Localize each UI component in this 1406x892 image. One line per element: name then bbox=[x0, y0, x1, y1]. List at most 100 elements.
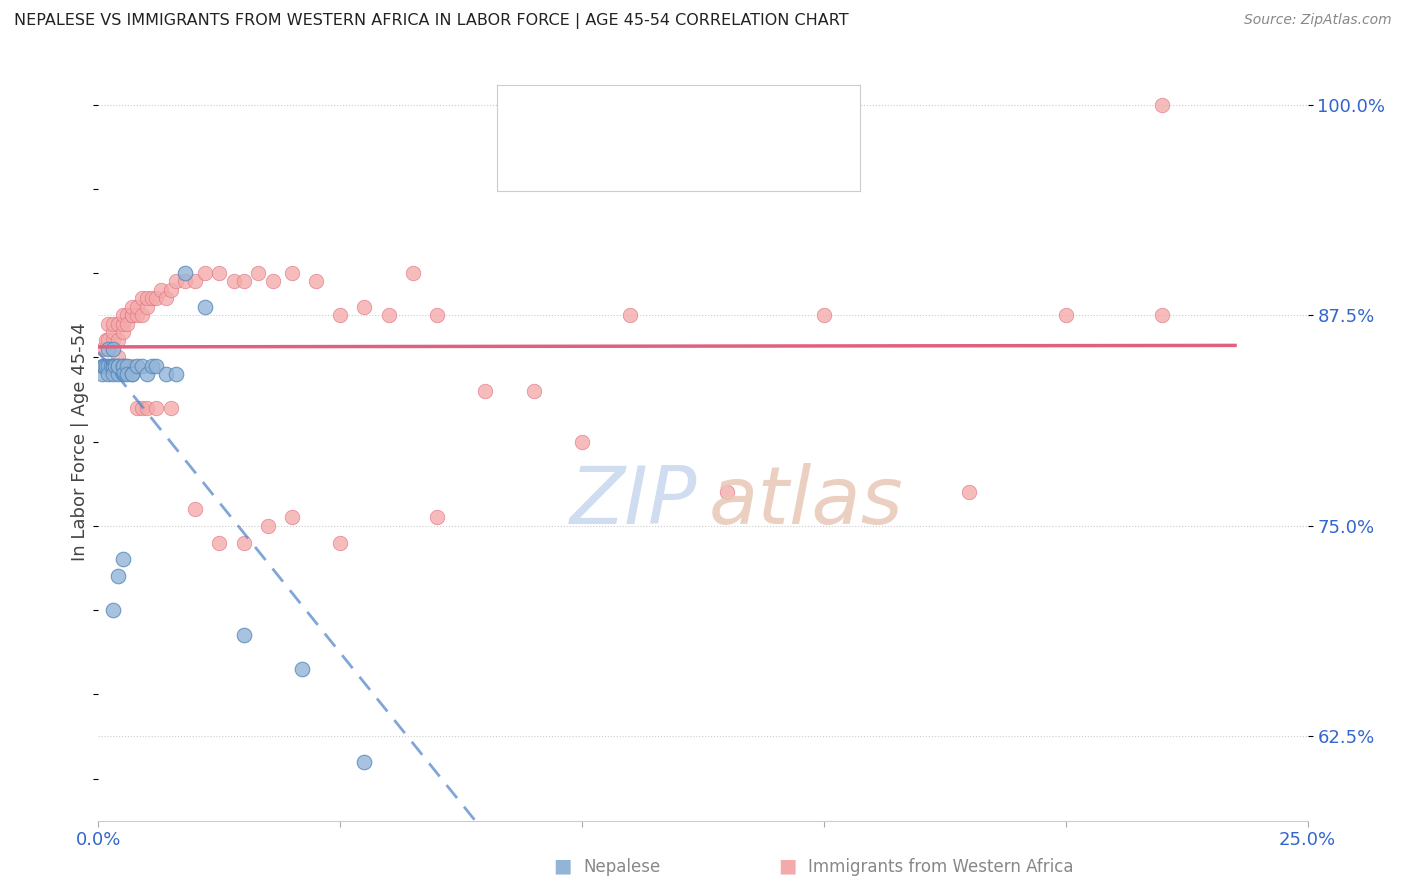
Point bbox=[111, 325, 134, 339]
Point bbox=[91, 359, 114, 373]
Point bbox=[97, 359, 120, 373]
Point bbox=[402, 266, 425, 280]
Point bbox=[121, 308, 143, 322]
Point bbox=[141, 359, 163, 373]
Point bbox=[104, 359, 127, 373]
Point bbox=[97, 317, 120, 331]
Text: 73: 73 bbox=[713, 133, 738, 151]
Point bbox=[97, 359, 120, 373]
Point bbox=[208, 535, 231, 549]
Point bbox=[91, 359, 114, 373]
Point bbox=[135, 401, 157, 415]
Point bbox=[127, 300, 149, 314]
Point bbox=[145, 401, 167, 415]
Point bbox=[262, 275, 284, 289]
Point bbox=[91, 367, 114, 381]
Point bbox=[165, 367, 187, 381]
Point bbox=[111, 317, 134, 331]
Point bbox=[474, 384, 496, 398]
Point bbox=[127, 401, 149, 415]
Point bbox=[101, 342, 124, 356]
Point bbox=[1152, 97, 1174, 112]
Point bbox=[131, 291, 153, 305]
Point bbox=[117, 317, 139, 331]
Point bbox=[813, 308, 835, 322]
Text: NEPALESE VS IMMIGRANTS FROM WESTERN AFRICA IN LABOR FORCE | AGE 45-54 CORRELATIO: NEPALESE VS IMMIGRANTS FROM WESTERN AFRI… bbox=[14, 13, 849, 29]
Point bbox=[91, 342, 114, 356]
Point bbox=[97, 342, 120, 356]
Text: atlas: atlas bbox=[709, 463, 904, 541]
Point bbox=[127, 359, 149, 373]
Point bbox=[155, 367, 177, 381]
Text: Source: ZipAtlas.com: Source: ZipAtlas.com bbox=[1244, 13, 1392, 28]
Text: 39: 39 bbox=[713, 95, 738, 113]
Point bbox=[281, 266, 304, 280]
Point bbox=[101, 359, 124, 373]
Point bbox=[208, 266, 231, 280]
Point bbox=[232, 275, 254, 289]
Point bbox=[1152, 308, 1174, 322]
Point bbox=[101, 367, 124, 381]
Text: N =: N = bbox=[672, 95, 713, 113]
Text: Immigrants from Western Africa: Immigrants from Western Africa bbox=[808, 858, 1074, 876]
Point bbox=[247, 266, 270, 280]
Point bbox=[135, 300, 157, 314]
Point bbox=[222, 275, 245, 289]
Point bbox=[232, 535, 254, 549]
Point bbox=[101, 603, 124, 617]
Point bbox=[1054, 308, 1077, 322]
Point bbox=[111, 359, 134, 373]
Point bbox=[377, 308, 399, 322]
Point bbox=[160, 283, 183, 297]
Point bbox=[97, 367, 120, 381]
Point bbox=[117, 359, 139, 373]
Text: ■: ■ bbox=[553, 857, 572, 876]
Point bbox=[135, 291, 157, 305]
Point bbox=[155, 291, 177, 305]
Point bbox=[131, 308, 153, 322]
Point bbox=[100, 359, 122, 373]
Point bbox=[160, 401, 183, 415]
Point bbox=[101, 325, 124, 339]
Point bbox=[111, 552, 134, 566]
Point bbox=[329, 308, 352, 322]
Point bbox=[121, 367, 143, 381]
Point bbox=[107, 317, 129, 331]
Point bbox=[121, 300, 143, 314]
Point bbox=[353, 755, 375, 769]
Point bbox=[353, 300, 375, 314]
Point bbox=[329, 535, 352, 549]
Point bbox=[194, 266, 217, 280]
Point bbox=[107, 334, 129, 348]
Text: 0.198: 0.198 bbox=[598, 95, 655, 113]
Point bbox=[93, 359, 115, 373]
Point bbox=[117, 359, 139, 373]
Point bbox=[121, 367, 143, 381]
Point bbox=[165, 275, 187, 289]
Point bbox=[101, 359, 124, 373]
Point bbox=[107, 367, 129, 381]
Point bbox=[174, 275, 197, 289]
Point bbox=[107, 359, 129, 373]
Point bbox=[426, 308, 449, 322]
Point bbox=[194, 300, 217, 314]
Point bbox=[290, 662, 312, 676]
Point bbox=[716, 485, 738, 500]
Point bbox=[145, 359, 167, 373]
Point bbox=[94, 359, 117, 373]
Point bbox=[101, 359, 124, 373]
Point bbox=[256, 518, 278, 533]
Point bbox=[117, 308, 139, 322]
Point bbox=[107, 351, 129, 365]
Point bbox=[145, 291, 167, 305]
Point bbox=[127, 308, 149, 322]
Point bbox=[141, 291, 163, 305]
Point bbox=[184, 275, 207, 289]
Text: 0.232: 0.232 bbox=[598, 133, 655, 151]
Point bbox=[121, 359, 143, 373]
Point bbox=[111, 367, 134, 381]
Point bbox=[426, 510, 449, 524]
Point bbox=[131, 401, 153, 415]
Point bbox=[107, 569, 129, 583]
Point bbox=[111, 308, 134, 322]
